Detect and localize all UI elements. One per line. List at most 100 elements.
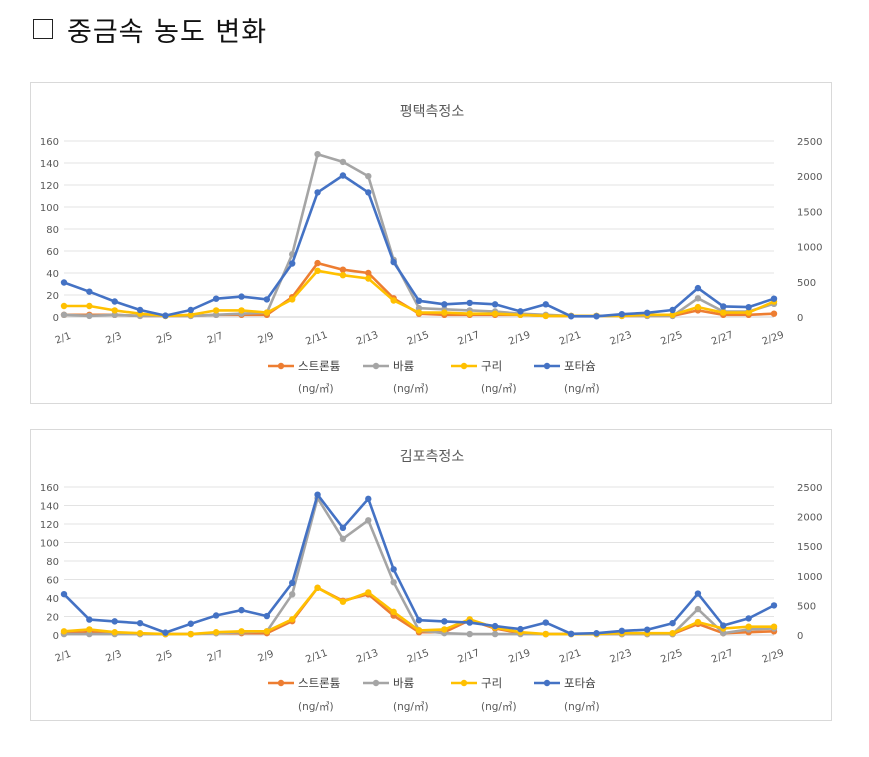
legend-label: 바륨 <box>393 359 414 373</box>
data-point <box>86 626 93 633</box>
data-point <box>136 306 144 314</box>
data-point <box>365 189 372 196</box>
x-tick-label: 2/27 <box>710 648 735 666</box>
legend-marker-icon <box>277 679 285 687</box>
y-left-tick-label: 140 <box>40 502 59 513</box>
data-point <box>390 608 397 616</box>
data-point <box>263 612 271 620</box>
x-tick-label: 2/17 <box>456 648 481 666</box>
y-left-tick-label: 100 <box>40 539 59 550</box>
data-point <box>694 284 702 292</box>
data-point <box>86 288 93 295</box>
chart-title: 김포측정소 <box>400 449 465 465</box>
data-point <box>86 312 93 320</box>
y-left-tick-label: 20 <box>46 291 59 302</box>
legend-marker-icon <box>277 362 285 370</box>
data-point <box>238 307 245 314</box>
data-point <box>694 605 702 613</box>
data-point <box>745 303 752 311</box>
data-point <box>720 622 727 629</box>
y-right-tick-label: 2500 <box>797 137 822 148</box>
data-point <box>86 630 93 638</box>
x-tick-label: 2/23 <box>609 330 634 348</box>
data-point <box>365 589 372 596</box>
data-point <box>542 312 549 320</box>
y-left-tick-label: 20 <box>46 613 59 624</box>
data-point <box>694 618 702 626</box>
series-line <box>63 586 775 636</box>
data-point <box>212 295 220 302</box>
legend-marker-icon <box>372 362 380 370</box>
data-point <box>314 189 321 196</box>
data-point <box>466 630 473 638</box>
data-point <box>314 491 321 498</box>
data-point <box>289 591 296 598</box>
data-point <box>491 622 499 630</box>
data-point <box>542 630 549 638</box>
data-point <box>187 306 194 314</box>
data-point <box>517 308 524 315</box>
legend-marker-icon <box>372 679 380 687</box>
x-tick-label: 2/25 <box>659 330 684 348</box>
y-left-tick-label: 120 <box>40 520 59 531</box>
x-tick-label: 2/5 <box>155 649 174 665</box>
y-left-tick-label: 40 <box>46 594 59 605</box>
x-tick-label: 2/21 <box>558 330 583 348</box>
x-tick-label: 2/3 <box>104 649 123 665</box>
y-right-tick-label: 1500 <box>797 542 822 553</box>
data-point <box>567 630 575 638</box>
data-point <box>365 269 372 277</box>
data-point <box>491 630 499 638</box>
data-point <box>441 301 448 308</box>
data-point <box>111 298 118 305</box>
data-point <box>263 296 271 303</box>
chart-panel-pyeongtaek: 평택측정소 0 20 40 60 80 100 120 140 160 0 500 1000 1500 20… <box>30 82 832 404</box>
legend-label: 구리 <box>481 676 502 690</box>
data-point <box>339 524 347 532</box>
data-point <box>365 275 372 282</box>
x-tick-label: 2/1 <box>54 331 73 347</box>
data-point <box>567 313 575 320</box>
data-point <box>415 297 423 305</box>
data-point <box>238 293 245 300</box>
data-point <box>86 302 93 310</box>
y-left-tick-label: 80 <box>46 225 59 236</box>
data-point <box>289 579 296 587</box>
data-point <box>339 598 347 605</box>
data-point <box>770 602 778 609</box>
data-point <box>238 628 245 635</box>
data-point <box>770 295 778 302</box>
data-point <box>289 260 296 267</box>
data-point <box>86 616 93 623</box>
y-right-tick-label: 0 <box>797 313 803 324</box>
x-tick-label: 2/21 <box>558 648 583 666</box>
chart-title: 평택측정소 <box>400 104 465 120</box>
legend-unit: (ng/㎥) <box>564 700 600 713</box>
data-point <box>745 309 752 316</box>
data-point <box>466 619 473 626</box>
legend-unit: (ng/㎥) <box>393 700 429 713</box>
page-title: 중금속 농도 변화 <box>67 16 268 48</box>
data-point <box>365 173 372 180</box>
data-point <box>669 306 676 314</box>
data-point <box>136 619 144 627</box>
data-point <box>111 311 118 318</box>
data-point <box>60 628 68 635</box>
data-point <box>339 158 347 166</box>
x-tick-label: 2/13 <box>355 648 380 666</box>
page-heading: 중금속 농도 변화 <box>33 12 268 48</box>
data-point <box>644 309 651 316</box>
data-point <box>390 297 397 304</box>
data-point <box>517 625 524 633</box>
data-point <box>466 310 473 317</box>
y-left-tick-label: 60 <box>46 576 59 587</box>
data-point <box>720 629 727 637</box>
data-point <box>593 313 600 320</box>
data-point <box>542 301 549 308</box>
data-point <box>339 266 347 273</box>
checkbox-square-icon <box>33 19 53 39</box>
data-point <box>212 311 220 318</box>
x-tick-label: 2/7 <box>206 331 225 347</box>
legend-label: 스트론튬 <box>298 359 340 373</box>
y-left-tick-label: 80 <box>46 557 59 568</box>
